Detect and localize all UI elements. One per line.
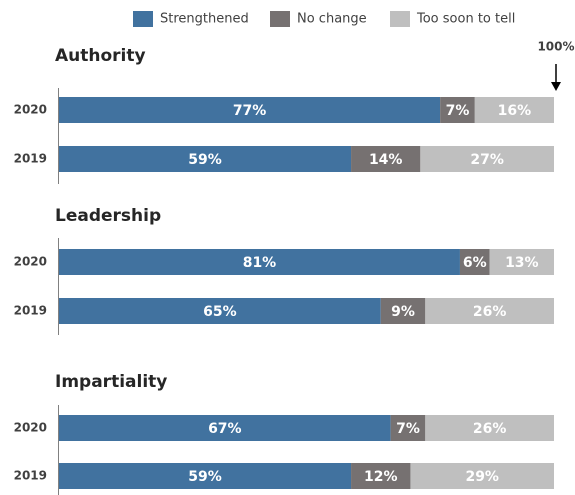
chart-title: Impartiality xyxy=(55,372,167,392)
chart-title: Authority xyxy=(55,46,146,66)
bar-segment xyxy=(440,97,475,123)
value-label: 77% xyxy=(233,103,267,119)
bar-segment xyxy=(59,415,391,441)
value-label: 67% xyxy=(208,421,242,437)
bar-segment xyxy=(459,249,490,275)
category-label: 2019 xyxy=(14,304,47,318)
bar-segment xyxy=(59,298,381,324)
legend-swatch xyxy=(270,11,290,27)
value-label: 81% xyxy=(243,255,277,271)
bar-segment xyxy=(425,298,554,324)
category-label: 2019 xyxy=(14,469,47,483)
arrow-head xyxy=(551,82,561,91)
bar-segment xyxy=(59,249,460,275)
value-label: 26% xyxy=(473,304,507,320)
value-label: 6% xyxy=(463,255,487,271)
bar-segment xyxy=(410,463,554,489)
bar-segment xyxy=(59,146,352,172)
category-label: 2020 xyxy=(14,255,47,269)
chart-title: Leadership xyxy=(55,206,161,226)
value-label: 7% xyxy=(396,421,420,437)
value-label: 9% xyxy=(391,304,415,320)
bar-segment xyxy=(59,463,352,489)
value-label: 59% xyxy=(188,469,222,485)
value-label: 29% xyxy=(465,469,499,485)
legend-swatch xyxy=(390,11,410,27)
bar-segment xyxy=(59,97,441,123)
bar-segment xyxy=(420,146,554,172)
bar-segment xyxy=(425,415,554,441)
value-label: 27% xyxy=(470,152,504,168)
bar-segment xyxy=(351,463,411,489)
value-label: 13% xyxy=(505,255,539,271)
bar-segment xyxy=(474,97,554,123)
value-label: 12% xyxy=(364,469,398,485)
legend-label: Strengthened xyxy=(160,12,249,27)
bar-segment xyxy=(489,249,554,275)
bar-segment xyxy=(390,415,426,441)
legend-swatch xyxy=(133,11,153,27)
value-label: 14% xyxy=(369,152,403,168)
category-label: 2019 xyxy=(14,152,47,166)
category-label: 2020 xyxy=(14,421,47,435)
value-label: 59% xyxy=(188,152,222,168)
bar-segment xyxy=(351,146,421,172)
value-label: 65% xyxy=(203,304,237,320)
value-label: 26% xyxy=(473,421,507,437)
legend-label: Too soon to tell xyxy=(416,12,515,27)
annotation: 100% xyxy=(537,40,574,54)
category-label: 2020 xyxy=(14,103,47,117)
bar-segment xyxy=(380,298,426,324)
value-label: 7% xyxy=(446,103,470,119)
legend-label: No change xyxy=(297,12,367,27)
value-label: 16% xyxy=(498,103,532,119)
